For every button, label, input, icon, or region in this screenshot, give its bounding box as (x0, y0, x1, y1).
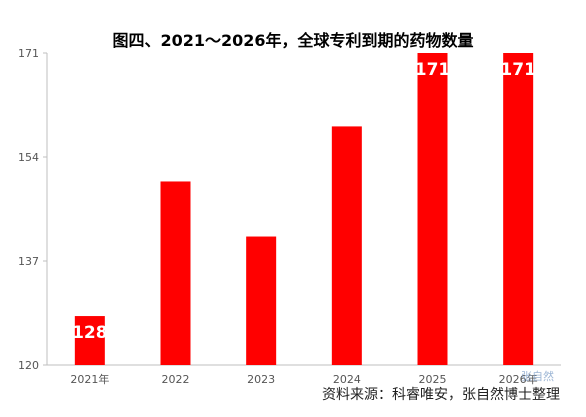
x-tick-label: 2024 (333, 373, 361, 386)
x-tick-label: 2022 (162, 373, 190, 386)
y-tick-label: 171 (18, 47, 39, 60)
bar (417, 53, 448, 365)
bar (74, 316, 105, 365)
source-note: 资料来源：科睿唯安，张自然博士整理 (322, 387, 560, 403)
data-label: 128 (72, 323, 108, 343)
y-tick-label: 154 (18, 151, 39, 164)
y-tick-label: 120 (18, 359, 39, 372)
bar (246, 236, 277, 365)
data-label: 171 (500, 60, 536, 80)
x-tick-label: 2026年 (499, 372, 538, 386)
x-tick-label: 2025 (419, 373, 447, 386)
x-tick-label: 2023 (247, 373, 275, 386)
watermark: 张自然 (521, 370, 554, 383)
y-tick-label: 137 (18, 255, 39, 268)
bar (160, 181, 191, 365)
data-label: 171 (415, 60, 451, 80)
chart-title: 图四、2021～2026年，全球专利到期的药物数量 (112, 31, 474, 50)
x-tick-label: 2021年 (70, 372, 109, 386)
bar (503, 53, 534, 365)
bar (331, 126, 362, 365)
